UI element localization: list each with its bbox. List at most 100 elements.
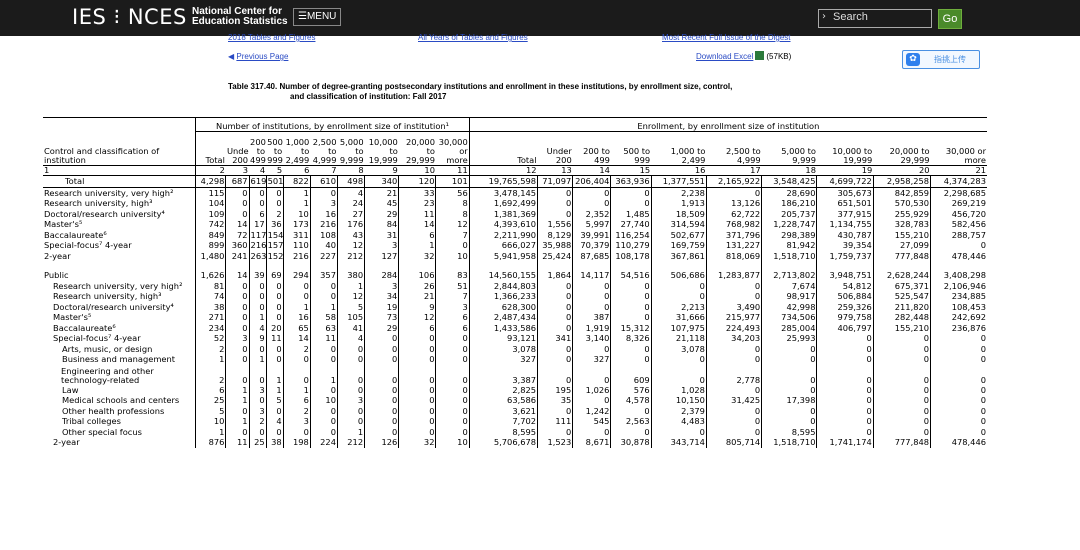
table-cell: 12 (336, 291, 365, 302)
table-cell: 576 (610, 385, 652, 396)
table-cell: 502,677 (650, 230, 707, 241)
table-cell: 4,578 (610, 395, 652, 406)
table-cell: 1,028 (650, 385, 707, 396)
table-cell: 3,548,425 (761, 175, 817, 188)
table-cell: 242,692 (930, 312, 987, 323)
table-cell: 25,993 (761, 333, 817, 344)
table-cell: 27 (336, 209, 365, 220)
table-cell: 11 (398, 209, 436, 220)
table-cell: 19 (364, 302, 399, 313)
table-cell: 0 (872, 365, 931, 385)
table-cell: 56 (435, 187, 470, 199)
go-button[interactable]: Go (938, 9, 962, 29)
search-input[interactable]: › Search (818, 9, 932, 28)
column-number: 11 (435, 165, 470, 176)
table-cell: 0 (537, 302, 573, 313)
table-cell: 0 (572, 302, 611, 313)
table-cell: 3,490 (705, 302, 762, 313)
table-cell: 0 (872, 333, 931, 344)
table-cell: 29 (364, 209, 399, 220)
row-label: Baccalaureate⁶ (53, 323, 116, 333)
row-label: Research university, high³ (53, 291, 162, 302)
share-button[interactable]: ✿ 指挑上传 (902, 50, 980, 69)
table-cell: 0 (364, 395, 399, 406)
table-cell: 478,446 (930, 251, 987, 262)
table-cell: 0 (872, 406, 931, 417)
table-cell: 0 (398, 427, 436, 438)
row-label: Research university, very high² (53, 281, 183, 291)
table-cell: 367,861 (650, 251, 707, 262)
table-cell: 11 (309, 333, 338, 344)
recent-digest-link[interactable]: Most Recent Full Issue of the Digest (662, 33, 791, 42)
row-label: Special-focus⁷ 4-year (53, 333, 141, 344)
table-row: Business and management 1 0 1 0 0 0 0 0 0 0 327 0 327… (43, 354, 987, 365)
table-cell: 126 (364, 437, 399, 448)
table-cell: 0 (225, 354, 250, 365)
table-cell: 212 (336, 251, 365, 262)
table-cell: 31 (364, 230, 399, 241)
row-label: Research university, high³ (44, 198, 153, 209)
table-cell: 1 (309, 365, 338, 385)
table-cell: 0 (761, 354, 817, 365)
table-cell: 0 (930, 416, 987, 427)
table-cell: 108 (309, 230, 338, 241)
table-cell: 0 (610, 281, 652, 292)
table-cell: 582,456 (930, 219, 987, 230)
table-cell: 12 (336, 240, 365, 251)
inst-column-header: 200 to 499 (250, 137, 266, 165)
enrollment-group-header: Enrollment, by enrollment size of instit… (468, 117, 987, 132)
table-cell: 2,844,803 (468, 281, 538, 292)
table-cell: 525,547 (872, 291, 931, 302)
table-cell: 0 (761, 344, 817, 355)
table-cell: 195 (537, 385, 573, 396)
table-cell: 173 (282, 219, 311, 230)
column-number: 6 (283, 165, 311, 176)
row-label: 2-year (44, 251, 71, 261)
table-cell: 805,714 (705, 437, 762, 448)
table-cell: 371,796 (705, 230, 762, 241)
table-row: 2-year 1,480 241 263 152 216 227 212 127 32 10 5,94… (43, 251, 987, 262)
enr-column-header: 200 to 499 (583, 146, 610, 165)
table-cell: 0 (398, 354, 436, 365)
column-number: 2 (195, 165, 226, 176)
table-cell: 0 (309, 344, 338, 355)
table-cell: 3,948,751 (816, 270, 874, 281)
table-cell: 35,988 (537, 240, 573, 251)
table-cell: 5 (195, 406, 226, 417)
table-cell: 1,381,369 (468, 209, 538, 220)
spacer-cell (650, 261, 707, 271)
spacer-cell (398, 261, 436, 271)
table-cell: 0 (537, 281, 573, 292)
table-cell: 2,713,802 (761, 270, 817, 281)
all-years-link[interactable]: All Years of Tables and Figures (418, 33, 528, 42)
table-cell: 9 (248, 333, 267, 344)
table-cell: 4 (248, 323, 267, 334)
tables-figures-link[interactable]: 2018 Tables and Figures (228, 33, 316, 42)
previous-page-link[interactable]: ◀ Previous Page (228, 52, 288, 61)
table-cell: 2,487,434 (468, 312, 538, 323)
table-cell: 7,674 (761, 281, 817, 292)
inst-column-header: 5,000 to 9,999 (339, 137, 364, 165)
table-cell: 0 (705, 416, 762, 427)
table-cell: 70,379 (572, 240, 611, 251)
table-cell: 357 (309, 270, 338, 281)
table-cell: 0 (248, 187, 267, 199)
table-cell: 0 (364, 416, 399, 427)
table-row: Doctoral/research university⁴ 109 0 6 2 10 16 2… (43, 209, 987, 220)
download-excel-link[interactable]: Download Excel (57KB) (696, 51, 791, 61)
table-cell: 298,389 (761, 230, 817, 241)
table-cell: 51 (435, 281, 470, 292)
ies-nces-logo[interactable]: IES ⁝ NCES (72, 5, 187, 29)
table-cell: 2,213 (650, 302, 707, 313)
table-cell: 666,027 (468, 240, 538, 251)
table-cell: 3,140 (572, 333, 611, 344)
table-cell: 0 (282, 354, 311, 365)
table-cell: 12 (435, 219, 470, 230)
menu-button[interactable]: ☰MENU (293, 8, 342, 26)
table-cell: 0 (705, 281, 762, 292)
table-cell: 65 (282, 323, 311, 334)
table-cell: 74 (195, 291, 226, 302)
table-cell: 71,097 (537, 175, 573, 188)
spacer-cell (761, 261, 817, 271)
table-cell: 5 (336, 302, 365, 313)
